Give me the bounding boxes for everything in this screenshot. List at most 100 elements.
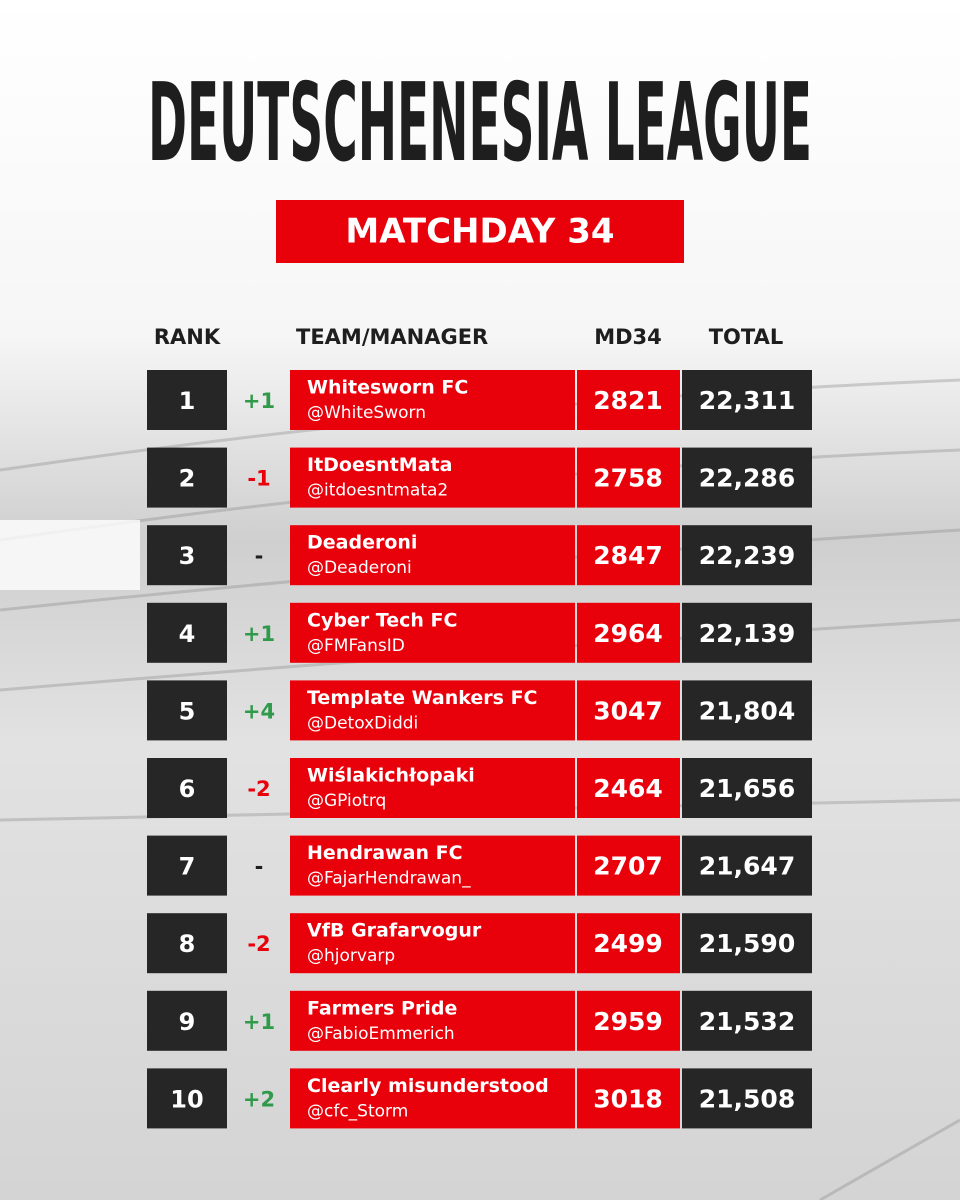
md34-points: 2707	[593, 852, 663, 881]
total-points: 21,804	[699, 696, 795, 725]
team-cell	[290, 525, 575, 586]
total-points: 21,656	[699, 774, 795, 803]
column-header: TOTAL	[709, 325, 784, 349]
table-rows: 1 +1 Whitesworn FC @WhiteSworn 2821 22,311 2 - 1…	[147, 370, 812, 1129]
md34-cell	[577, 602, 680, 663]
total-cell	[682, 680, 812, 741]
total-points: 22,239	[699, 541, 795, 570]
manager-handle: @FajarHendrawan_	[307, 869, 471, 889]
rank: 8	[179, 930, 196, 958]
md34-cell	[577, 835, 680, 896]
team-name: Template Wankers FC	[307, 687, 538, 709]
team-name: VfB Grafarvogur	[307, 920, 482, 942]
rank-change: -2	[247, 777, 270, 801]
md34-cell	[577, 913, 680, 974]
team-cell	[290, 1068, 575, 1129]
total-points: 21,647	[699, 852, 795, 881]
rank-cell	[147, 835, 227, 896]
rank-change: +4	[243, 699, 275, 723]
md34-points: 2964	[593, 619, 663, 648]
rank-cell	[147, 758, 227, 818]
total-cell	[682, 525, 812, 586]
md34-points: 2847	[593, 541, 663, 570]
md34-cell	[577, 680, 680, 741]
column-header: RANK	[154, 325, 221, 349]
team-cell	[290, 680, 575, 741]
md34-cell	[577, 447, 680, 508]
rank: 1	[179, 387, 196, 415]
team-name: ItDoesntMata	[307, 454, 452, 476]
column-header: MD34	[594, 325, 662, 349]
manager-handle: @DetoxDiddi	[307, 713, 418, 733]
total-points: 22,286	[699, 464, 795, 493]
manager-handle: @Deaderoni	[307, 558, 412, 578]
md34-points: 2959	[593, 1007, 663, 1036]
rank: 5	[179, 697, 196, 725]
total-points: 21,590	[699, 929, 795, 958]
manager-handle: @WhiteSworn	[307, 403, 426, 423]
total-cell	[682, 758, 812, 818]
team-cell	[290, 370, 575, 430]
manager-handle: @GPiotrq	[307, 791, 386, 811]
total-points: 21,532	[699, 1007, 795, 1036]
rank-change: +1	[243, 1010, 275, 1034]
rank-cell	[147, 602, 227, 663]
md34-cell	[577, 758, 680, 818]
total-cell	[682, 913, 812, 974]
manager-handle: @hjorvarp	[307, 946, 395, 966]
rank-change: +2	[243, 1087, 275, 1111]
total-points: 22,139	[699, 619, 795, 648]
rank-cell	[147, 680, 227, 741]
rank: 6	[179, 775, 196, 803]
md34-points: 2821	[593, 386, 663, 415]
total-cell	[682, 370, 812, 430]
title: DEUTSCHENESIA LEAGUE	[148, 61, 812, 186]
rank-cell	[147, 447, 227, 508]
team-name: Whitesworn FC	[307, 377, 468, 399]
md34-cell	[577, 1068, 680, 1129]
rank-change: +1	[243, 389, 275, 413]
md34-points: 2758	[593, 464, 663, 493]
rank: 2	[179, 465, 196, 493]
rank: 7	[179, 853, 196, 881]
rank-cell	[147, 913, 227, 974]
rank-cell	[147, 990, 227, 1051]
manager-handle: @itdoesntmata2	[307, 481, 448, 501]
team-cell	[290, 447, 575, 508]
team-cell	[290, 990, 575, 1051]
rank: 9	[179, 1008, 196, 1036]
rank: 3	[179, 542, 196, 570]
md34-cell	[577, 525, 680, 586]
md34-points: 2464	[593, 774, 663, 803]
rank-cell	[147, 370, 227, 430]
team-cell	[290, 913, 575, 974]
team-cell	[290, 758, 575, 818]
md34-cell	[577, 370, 680, 430]
stadium-screen	[0, 520, 140, 590]
rank-cell	[147, 1068, 227, 1129]
team-name: Farmers Pride	[307, 997, 457, 1019]
team-name: Cyber Tech FC	[307, 609, 457, 631]
rank: 4	[179, 620, 196, 648]
subtitle: MATCHDAY 34	[345, 212, 614, 252]
rank-change: -2	[247, 932, 270, 956]
total-points: 21,508	[699, 1084, 795, 1113]
manager-handle: @FabioEmmerich	[307, 1024, 455, 1044]
team-name: Wiślakichłopaki	[307, 765, 475, 787]
total-cell	[682, 835, 812, 896]
subtitle-box	[276, 200, 684, 263]
total-cell	[682, 602, 812, 663]
team-name: Clearly misunderstood	[307, 1075, 549, 1097]
rank-change: +1	[243, 622, 275, 646]
md34-points: 3047	[593, 696, 663, 725]
total-cell	[682, 447, 812, 508]
rank: 10	[170, 1085, 203, 1113]
column-header: TEAM/MANAGER	[296, 325, 488, 349]
md34-points: 2499	[593, 929, 663, 958]
md34-cell	[577, 990, 680, 1051]
total-points: 22,311	[699, 386, 795, 415]
rank-change: -	[255, 544, 264, 568]
team-cell	[290, 602, 575, 663]
